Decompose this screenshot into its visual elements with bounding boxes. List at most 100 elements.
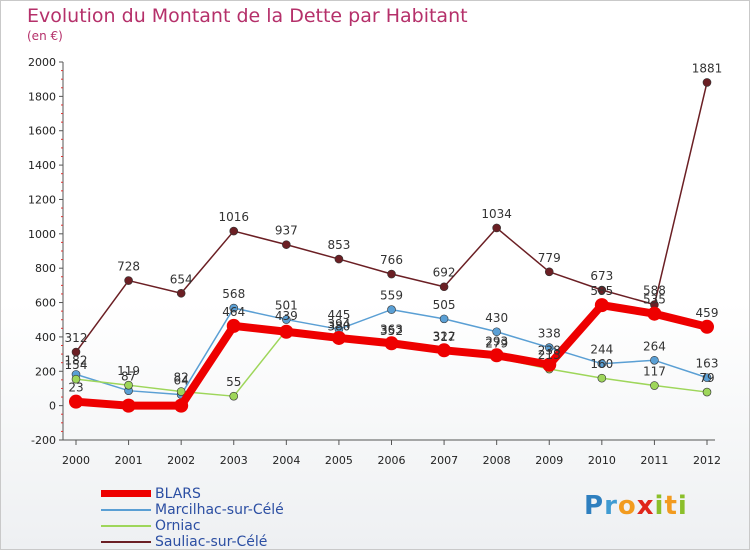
logo-letter: x (636, 491, 655, 521)
data-point (387, 305, 396, 314)
data-point (226, 318, 241, 333)
data-point (544, 267, 554, 277)
x-tick-label: 2006 (378, 454, 406, 467)
data-point (282, 315, 291, 324)
y-tick-label: 2000 (28, 56, 56, 69)
data-label: 505 (433, 298, 456, 312)
x-tick-label: 2000 (62, 454, 90, 467)
chart-title: Evolution du Montant de la Dette par Hab… (27, 5, 468, 27)
data-label: 779 (538, 251, 561, 265)
data-point (597, 359, 607, 369)
data-point (702, 373, 712, 382)
logo-letter: t (664, 491, 678, 521)
data-point (650, 355, 659, 365)
legend-item: Sauliac-sur-Célé (101, 534, 401, 550)
legend: BLARS Marcilhac-sur-Célé Orniac Sauliac-sur… (101, 486, 401, 550)
logo-letter: o (617, 491, 637, 521)
data-point (124, 276, 133, 285)
x-tick-label: 2005 (325, 454, 353, 467)
data-label: 937 (275, 224, 298, 238)
data-label: 766 (380, 253, 403, 267)
legend-label: Orniac (155, 518, 201, 534)
x-tick-label: 2002 (167, 454, 195, 467)
data-point (492, 327, 501, 337)
data-label: 1034 (481, 207, 512, 221)
y-tick-label: 1800 (28, 90, 56, 103)
data-point (229, 226, 239, 236)
data-point (174, 398, 189, 413)
data-point (229, 391, 239, 401)
data-label: 244 (590, 343, 613, 357)
x-tick-label: 2008 (483, 454, 511, 467)
x-tick-label: 2011 (640, 454, 668, 467)
y-tick-label: 1000 (28, 228, 56, 241)
data-point (387, 269, 396, 279)
y-tick-label: 1200 (28, 193, 56, 206)
y-tick-label: -200 (31, 434, 56, 447)
data-point (489, 348, 504, 363)
legend-item: Orniac (101, 518, 401, 534)
data-label: 464 (222, 305, 245, 319)
y-tick-label: 1400 (28, 159, 56, 172)
data-label: 853 (327, 238, 350, 252)
data-label: 1016 (218, 210, 249, 224)
proxiti-logo: Proxiti (584, 491, 688, 521)
data-label: 213 (538, 348, 561, 362)
data-label: 459 (696, 306, 719, 320)
legend-label: Sauliac-sur-Célé (155, 534, 268, 550)
data-point (650, 381, 659, 390)
data-label: 293 (485, 334, 508, 348)
legend-swatch (101, 490, 151, 497)
data-point (594, 298, 609, 313)
data-label: 430 (485, 311, 508, 325)
legend-label: Marcilhac-sur-Célé (155, 502, 284, 518)
data-label: 501 (275, 299, 298, 313)
data-label: 338 (538, 327, 561, 341)
legend-swatch (101, 525, 151, 527)
data-label: 535 (643, 293, 666, 307)
chart-subtitle: (en €) (27, 29, 63, 43)
data-point (176, 387, 186, 396)
data-point (700, 319, 714, 334)
data-label: 264 (643, 339, 666, 353)
data-point (121, 398, 136, 413)
data-label: 588 (643, 284, 666, 298)
data-label: 439 (275, 309, 298, 323)
data-label: 673 (590, 269, 613, 283)
x-tick-label: 2010 (588, 454, 616, 467)
data-point (71, 374, 81, 384)
data-point (71, 347, 81, 357)
legend-swatch (101, 541, 151, 543)
y-tick-label: 1600 (28, 125, 56, 138)
data-point (331, 330, 346, 345)
logo-letter: P (584, 491, 605, 521)
legend-label: BLARS (155, 486, 201, 502)
y-tick-label: 400 (35, 331, 56, 344)
data-point (542, 357, 557, 372)
data-label: 380 (327, 319, 350, 333)
data-point (647, 306, 662, 321)
data-label: 163 (696, 357, 719, 371)
data-label: 154 (65, 358, 88, 372)
logo-letter: i (677, 491, 688, 521)
data-label: 117 (643, 365, 666, 379)
data-point (597, 373, 607, 383)
x-tick-label: 2004 (272, 454, 300, 467)
data-label: 23 (68, 381, 83, 395)
data-point (702, 387, 712, 397)
y-tick-label: 200 (35, 365, 56, 378)
data-point (124, 380, 133, 390)
data-label: 394 (327, 317, 350, 331)
data-label: 1881 (692, 61, 723, 75)
data-label: 568 (222, 287, 245, 301)
data-point (384, 336, 399, 351)
data-point (437, 343, 452, 358)
y-tick-label: 600 (35, 297, 56, 310)
data-label: 55 (226, 375, 241, 389)
x-tick-label: 2007 (430, 454, 458, 467)
data-label: 728 (117, 260, 140, 274)
data-label: 559 (380, 289, 403, 303)
data-point (597, 285, 607, 295)
legend-swatch (101, 509, 151, 511)
